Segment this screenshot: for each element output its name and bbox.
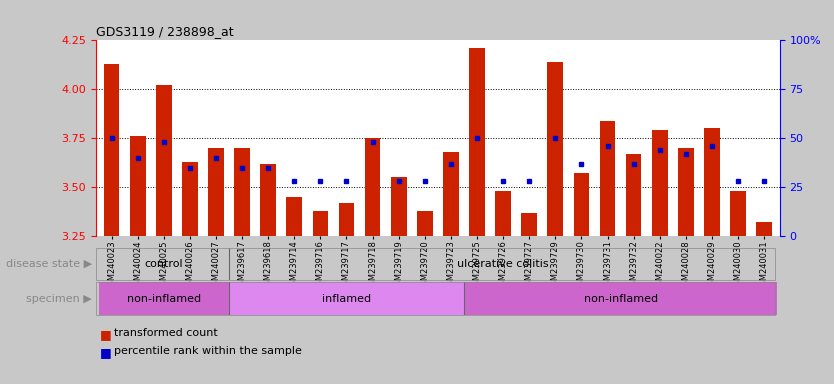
Bar [443,152,459,236]
Bar [260,164,276,236]
Bar [208,148,224,236]
Text: inflamed: inflamed [322,293,371,304]
Bar [313,211,329,236]
Bar [495,191,511,236]
Bar [286,197,302,236]
Bar [470,48,485,236]
Bar [678,148,694,236]
Bar [626,154,641,236]
Bar [130,136,145,236]
Bar [103,64,119,236]
Bar [234,148,250,236]
Text: non-inflamed: non-inflamed [127,293,201,304]
Bar [547,62,563,236]
Text: ■: ■ [100,328,112,341]
Bar [521,213,537,236]
Bar [229,282,464,315]
Text: percentile rank within the sample: percentile rank within the sample [114,346,302,356]
Bar [156,85,172,236]
Bar [364,138,380,236]
Bar [417,211,433,236]
Bar [574,174,590,236]
Bar [98,282,229,315]
Bar [652,131,667,236]
Text: non-inflamed: non-inflamed [584,293,658,304]
Bar [391,177,406,236]
Text: ■: ■ [100,346,112,359]
Bar [600,121,615,236]
Text: disease state ▶: disease state ▶ [6,259,92,269]
Text: ulcerative colitis: ulcerative colitis [457,259,549,269]
Text: GDS3119 / 238898_at: GDS3119 / 238898_at [96,25,234,38]
Bar [756,222,772,236]
Bar [182,162,198,236]
Text: control: control [144,259,183,269]
Bar [339,203,354,236]
Bar [704,128,720,236]
Bar [731,191,746,236]
Text: transformed count: transformed count [114,328,218,338]
Bar [464,282,777,315]
Text: specimen ▶: specimen ▶ [26,293,92,304]
